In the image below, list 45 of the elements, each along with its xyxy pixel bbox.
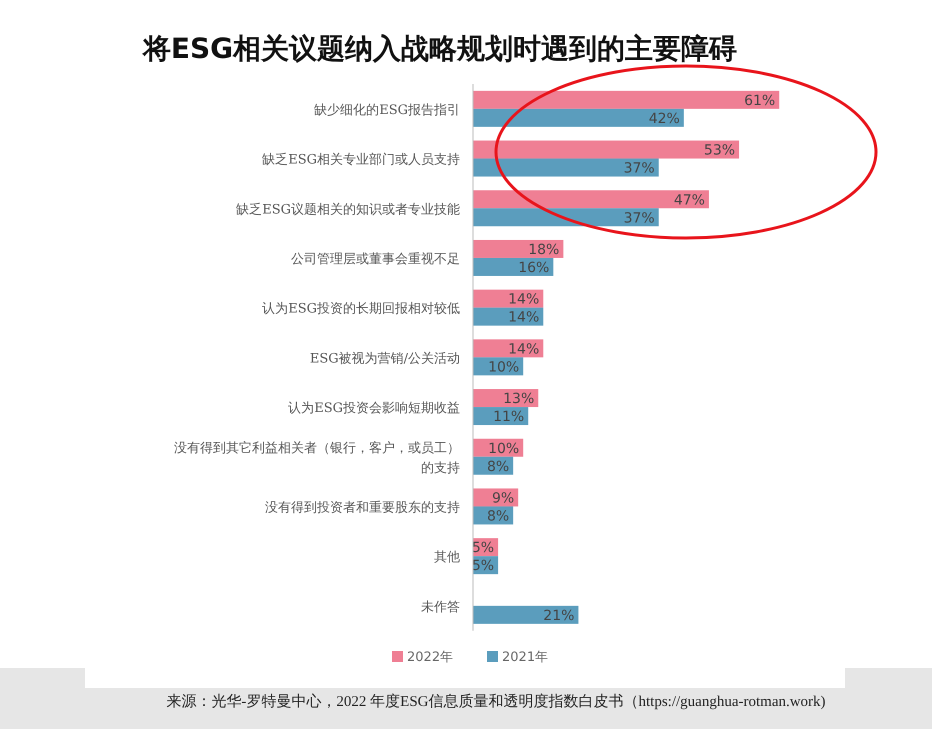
y-tick-label: 认为ESG投资会影响短期收益 <box>288 401 460 416</box>
legend-label: 2022年 <box>407 650 454 665</box>
data-label: 5% <box>472 558 494 574</box>
data-label: 9% <box>492 490 514 506</box>
data-label: 5% <box>472 540 494 556</box>
bar <box>473 190 709 208</box>
data-label: 53% <box>704 142 736 159</box>
bar <box>473 240 564 258</box>
data-label: 42% <box>648 110 680 127</box>
y-tick-label: 缺乏ESG相关专业部门或人员支持 <box>262 152 460 168</box>
data-label: 21% <box>543 608 574 624</box>
data-label: 16% <box>518 260 550 276</box>
y-tick-label: 没有得到其它利益相关者（银行，客户，或员工）的支持 <box>174 440 460 476</box>
data-label: 11% <box>493 409 524 426</box>
bar <box>473 140 740 159</box>
y-tick-label: 缺少细化的ESG报告指引 <box>314 102 460 118</box>
y-tick-label: 未作答 <box>421 600 460 615</box>
data-label: 14% <box>508 341 540 358</box>
data-label: 37% <box>624 160 655 177</box>
y-tick-label: 认为ESG投资的长期回报相对较低 <box>262 302 460 317</box>
bar <box>473 90 780 109</box>
y-tick-label: ESG被视为营销/公关活动 <box>310 351 460 366</box>
legend-label: 2021年 <box>502 650 548 665</box>
chart-title: 将ESG相关议题纳入战略规划时遇到的主要障碍 <box>140 32 738 65</box>
source-note: 来源：光华-罗特曼中心，2022 年度ESG信息质量和透明度指数白皮书（https://guanghua-rotman.work) <box>166 693 826 710</box>
data-label: 14% <box>508 292 540 308</box>
data-label: 37% <box>624 210 655 226</box>
y-tick-label: 其他 <box>434 550 460 566</box>
bar <box>473 606 578 624</box>
data-label: 10% <box>488 359 520 376</box>
data-label: 13% <box>503 391 534 408</box>
y-tick-label: 公司管理层或董事会重视不足 <box>291 252 460 267</box>
data-label: 18% <box>528 242 560 258</box>
data-label: 10% <box>488 440 520 457</box>
data-label: 8% <box>486 508 510 524</box>
bar <box>473 108 684 127</box>
bar <box>473 208 659 226</box>
data-label: 47% <box>674 192 705 208</box>
data-label: 61% <box>744 92 776 109</box>
bar <box>473 258 554 276</box>
data-label: 8% <box>486 458 510 475</box>
bar <box>473 158 659 177</box>
y-tick-label: 没有得到投资者和重要股东的支持 <box>265 500 460 516</box>
data-label: 14% <box>508 310 540 326</box>
y-tick-label: 缺乏ESG议题相关的知识或者专业技能 <box>236 202 460 218</box>
